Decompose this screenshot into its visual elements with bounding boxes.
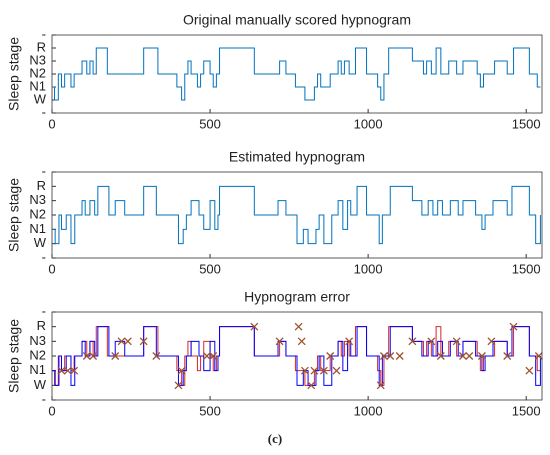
y-tick-label: W [34,377,47,392]
hypnogram-line [52,185,541,245]
x-tick-label: 0 [48,261,55,276]
error-marker [345,337,354,346]
y-tick-label: - [42,391,46,406]
x-tick-label: 1500 [512,403,541,418]
error-marker [297,337,306,346]
y-tick-label: N3 [29,333,46,348]
x-tick-label: 500 [199,261,221,276]
y-tick-label: N2 [29,65,46,80]
chart-title: Original manually scored hypnogram [183,12,411,28]
y-tick-label: N1 [29,78,46,93]
y-tick-label: N2 [29,347,46,362]
y-axis-label: Sleep stage [6,319,22,393]
error-marker [487,337,496,346]
y-tick-label: - [42,104,46,119]
y-axis-label: Sleep stage [6,178,22,252]
error-marker [89,352,98,360]
error-marker [310,366,319,375]
error-marker [117,337,126,346]
y-tick-label: W [34,91,47,106]
hypnogram-line [52,326,541,386]
error-marker [152,352,161,360]
y-tick-label: W [34,235,47,250]
error-marker [70,366,79,375]
x-tick-label: 1000 [354,116,383,131]
error-marker [534,352,543,360]
error-marker [326,352,335,360]
x-tick-label: 1000 [354,261,383,276]
y-tick-label: - [42,303,46,318]
error-marker [395,352,404,360]
error-marker [57,366,66,375]
error-marker [386,352,395,360]
error-marker [379,352,388,360]
error-marker [307,381,316,390]
y-tick-label: R [37,318,46,333]
error-marker [509,322,518,331]
y-tick-label: N1 [29,362,46,377]
y-tick-label: R [37,178,46,193]
x-tick-label: 500 [199,116,221,131]
error-marker [202,352,211,360]
error-marker [408,337,417,346]
error-marker [82,352,91,360]
error-marker [275,337,284,346]
y-tick-label: N1 [29,221,46,236]
error-marker [177,366,186,375]
y-tick-label: N3 [29,52,46,67]
x-tick-label: 0 [48,116,55,131]
hypnogram-line [52,47,541,101]
plot-frame [51,34,543,114]
y-tick-label: - [42,26,46,41]
error-marker [319,366,328,375]
y-axis-label: Sleep stage [6,37,22,111]
y-tick-label: - [42,163,46,178]
error-marker [459,352,467,360]
x-tick-label: 500 [199,403,221,418]
plot-frame [51,171,543,259]
error-marker [503,352,512,360]
x-tick-label: 1000 [354,403,383,418]
error-marker [525,366,534,375]
plot-frame [51,311,543,401]
chart-title: Hypnogram error [244,289,350,305]
y-tick-label: R [37,39,46,54]
error-marker [63,366,72,375]
error-marker [209,352,218,360]
error-marker [332,366,341,375]
error-marker [250,322,259,331]
error-marker [174,381,183,390]
error-marker [376,381,385,390]
error-marker [465,352,474,360]
y-tick-label: N3 [29,192,46,207]
error-marker [436,352,445,360]
x-tick-label: 1500 [512,261,541,276]
chart-title: Estimated hypnogram [229,149,365,165]
error-marker [300,366,309,375]
error-marker [111,352,120,360]
x-tick-label: 0 [48,403,55,418]
error-marker [294,322,303,331]
error-marker [452,337,461,346]
x-tick-label: 1500 [512,116,541,131]
y-tick-label: - [42,249,46,264]
error-marker [427,337,436,346]
error-marker [139,337,148,346]
error-marker [123,337,132,346]
error-marker [477,352,486,360]
caption: (c) [268,431,282,446]
y-tick-label: N2 [29,206,46,221]
